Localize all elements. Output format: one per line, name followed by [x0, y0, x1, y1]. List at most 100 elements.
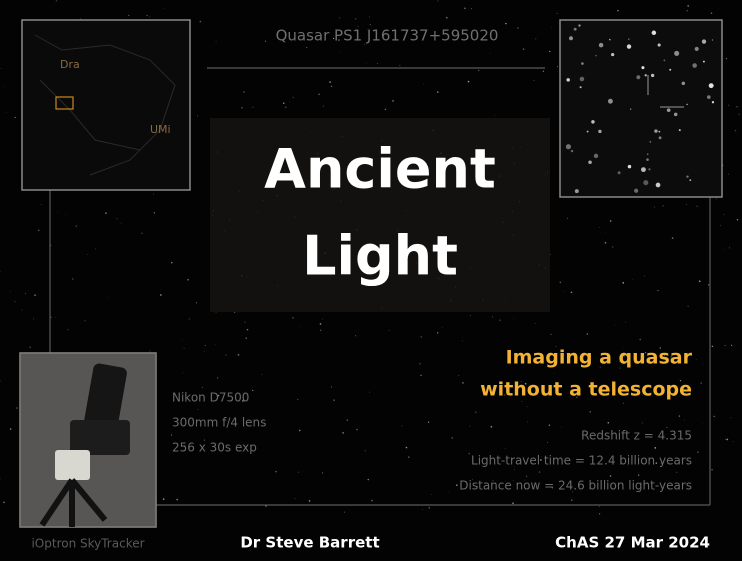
star	[346, 419, 348, 421]
star	[318, 93, 320, 96]
star	[505, 22, 507, 25]
author: Dr Steve Barrett	[240, 534, 379, 552]
star	[478, 69, 480, 72]
star	[38, 229, 40, 231]
star	[0, 478, 1, 480]
star	[555, 345, 557, 348]
star	[671, 237, 674, 239]
star	[632, 279, 633, 280]
star	[658, 130, 661, 133]
star	[16, 407, 18, 409]
star	[733, 441, 734, 442]
star	[730, 417, 732, 419]
star	[422, 509, 423, 510]
star	[85, 221, 87, 222]
star	[285, 106, 287, 108]
star	[710, 12, 713, 14]
star	[298, 429, 301, 432]
star	[524, 479, 526, 481]
equipment-line: 256 x 30s exp	[172, 441, 257, 455]
star	[598, 42, 604, 48]
star	[427, 421, 430, 423]
title-panel	[210, 118, 550, 312]
fact-line: Redshift z = 4.315	[581, 429, 692, 443]
star	[586, 333, 588, 335]
star	[729, 247, 730, 249]
star	[275, 471, 277, 473]
star	[203, 439, 206, 441]
star	[343, 511, 345, 513]
star	[492, 480, 494, 482]
star	[560, 426, 562, 428]
star	[55, 316, 57, 318]
star	[644, 352, 647, 354]
star	[551, 27, 552, 28]
star	[366, 63, 368, 64]
star	[40, 203, 42, 205]
star	[689, 179, 692, 182]
star	[34, 294, 36, 296]
star	[614, 324, 616, 326]
star	[265, 505, 267, 507]
star	[204, 345, 206, 346]
star	[619, 360, 621, 363]
star	[567, 217, 568, 219]
star	[141, 232, 143, 234]
star	[464, 7, 466, 10]
star	[643, 275, 645, 277]
star	[94, 248, 97, 250]
star	[604, 242, 607, 244]
star	[598, 506, 600, 508]
star	[666, 108, 671, 113]
star	[183, 347, 185, 349]
star	[570, 291, 573, 294]
star	[445, 16, 448, 19]
star	[367, 478, 369, 481]
star	[734, 129, 737, 132]
star	[609, 38, 611, 41]
star	[684, 419, 685, 421]
star	[441, 327, 443, 328]
star	[499, 319, 501, 321]
tripod	[39, 363, 130, 527]
star	[513, 317, 514, 319]
star	[626, 352, 629, 355]
star	[595, 55, 597, 57]
star	[533, 80, 535, 81]
star	[437, 0, 439, 2]
star	[578, 24, 581, 27]
star	[116, 218, 118, 220]
star	[654, 447, 657, 449]
star	[244, 321, 246, 323]
star	[570, 149, 574, 153]
star	[686, 9, 689, 12]
star	[574, 189, 579, 194]
subtitle-line: Imaging a quasar	[506, 347, 693, 369]
star	[711, 468, 713, 471]
star	[686, 103, 688, 106]
star	[662, 205, 664, 207]
star	[338, 17, 341, 19]
star	[513, 469, 515, 471]
star	[719, 225, 721, 227]
star	[72, 278, 74, 280]
star	[369, 24, 371, 26]
star	[469, 425, 471, 427]
header: Quasar PS1 J161737+595020	[276, 27, 499, 45]
star	[566, 78, 570, 82]
star	[651, 30, 657, 36]
star	[588, 160, 592, 165]
star	[455, 484, 458, 486]
star	[146, 14, 148, 17]
star	[686, 175, 689, 178]
star	[629, 485, 631, 487]
star	[650, 73, 655, 78]
star	[297, 471, 300, 474]
star	[355, 18, 357, 20]
star	[187, 279, 189, 281]
star	[630, 108, 632, 110]
star	[105, 212, 107, 214]
star	[706, 95, 711, 99]
star	[245, 337, 247, 339]
zoom-stars	[565, 24, 715, 194]
